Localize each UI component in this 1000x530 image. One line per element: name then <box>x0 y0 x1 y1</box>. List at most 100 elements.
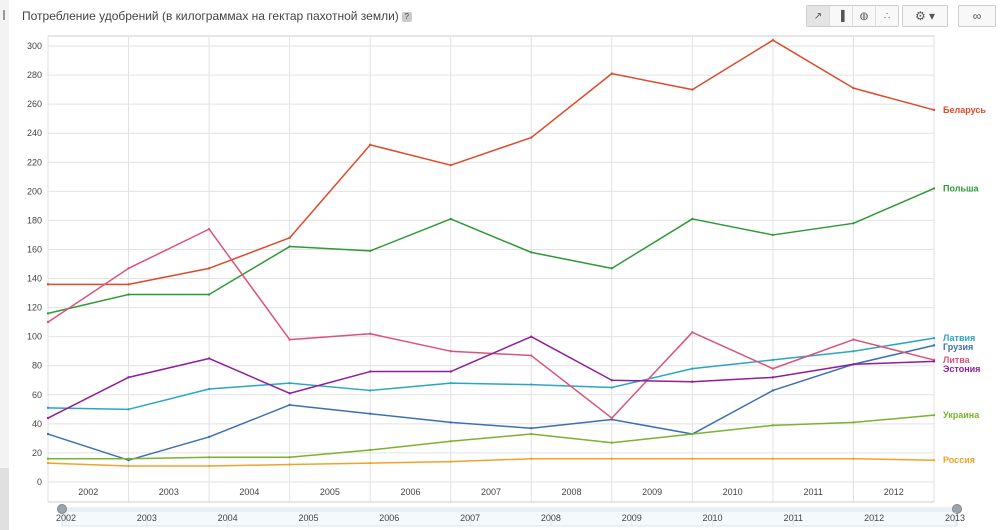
map-button[interactable]: ◍ <box>853 6 876 26</box>
data-point <box>530 335 533 338</box>
y-tick-label: 120 <box>27 303 42 313</box>
x-tick-label: 2005 <box>320 487 340 497</box>
data-point <box>207 435 211 439</box>
range-year-label: 2002 <box>56 513 76 523</box>
data-point <box>932 108 936 112</box>
data-point <box>771 233 775 237</box>
series-end-label: Грузия <box>943 342 973 352</box>
series-line <box>47 337 935 411</box>
x-tick-label: 2007 <box>481 487 501 497</box>
data-point <box>127 464 130 468</box>
strip-scrollbar[interactable] <box>0 468 9 530</box>
bar-chart-icon: ▐ <box>837 10 845 22</box>
settings-button[interactable]: ⚙ ▾ <box>902 5 948 27</box>
data-point <box>610 416 614 420</box>
range-year-label: 2012 <box>864 513 884 523</box>
range-slider-right-handle[interactable] <box>952 504 962 514</box>
help-icon[interactable]: ? <box>401 11 412 22</box>
y-tick-label: 100 <box>27 332 42 342</box>
data-point <box>46 416 50 420</box>
data-point <box>449 163 452 167</box>
series-end-label: Эстония <box>943 364 980 374</box>
data-point <box>207 357 211 360</box>
plot-area <box>47 35 935 483</box>
data-point <box>368 249 372 253</box>
data-point <box>691 380 694 383</box>
data-point <box>288 245 291 248</box>
series-end-label: Литва <box>943 355 971 365</box>
scatter-icon: ∴ <box>883 10 891 22</box>
range-year-label: 2008 <box>541 513 561 523</box>
data-point <box>207 267 211 270</box>
data-point <box>368 332 372 335</box>
data-point <box>127 457 130 460</box>
data-point <box>46 432 50 436</box>
data-point <box>368 461 372 465</box>
data-point <box>771 389 775 392</box>
data-point <box>610 379 614 382</box>
data-point <box>852 350 855 353</box>
data-point <box>449 350 452 353</box>
data-point <box>288 381 291 385</box>
data-point <box>610 72 614 75</box>
data-point <box>771 367 775 370</box>
range-slider-highlight <box>62 508 957 512</box>
y-tick-label: 220 <box>27 157 42 167</box>
data-point <box>368 370 372 373</box>
series-end-label: Польша <box>943 183 979 193</box>
x-tick-label: 2004 <box>239 487 259 497</box>
data-point <box>288 403 291 407</box>
scatter-button[interactable]: ∴ <box>876 6 898 26</box>
data-point <box>691 457 694 460</box>
data-point <box>127 293 130 296</box>
data-point <box>449 421 452 424</box>
series-line <box>47 457 935 467</box>
data-point <box>691 367 694 370</box>
data-point <box>530 383 533 386</box>
y-tick-label: 60 <box>32 390 42 400</box>
data-point <box>530 251 533 254</box>
y-tick-label: 300 <box>27 41 42 51</box>
bar-chart-button[interactable]: ▐ <box>830 6 853 26</box>
range-year-label: 2003 <box>137 513 157 523</box>
range-slider-left-handle[interactable] <box>57 504 67 514</box>
data-point <box>932 344 936 347</box>
data-point <box>691 217 694 221</box>
series-line <box>47 187 935 315</box>
data-point <box>46 461 50 465</box>
data-point <box>288 338 291 341</box>
link-icon: ∞ <box>972 9 982 23</box>
chart-title: Потребление удобрений (в килограммах на … <box>22 9 412 23</box>
data-point <box>207 387 211 391</box>
chart-type-toolbar: ↗ ▐ ◍ ∴ <box>806 5 899 27</box>
link-button[interactable]: ∞ <box>958 5 996 27</box>
data-point <box>449 381 452 385</box>
data-point <box>530 457 533 460</box>
series-end-label: Беларусь <box>943 105 986 115</box>
data-point <box>610 441 614 444</box>
data-point <box>852 338 855 341</box>
x-tick-label: 2006 <box>400 487 420 497</box>
x-tick-label: 2003 <box>159 487 179 497</box>
data-point <box>691 88 694 91</box>
data-point <box>932 459 936 462</box>
x-tick-label: 2002 <box>78 487 98 497</box>
data-point <box>46 312 50 315</box>
data-point <box>288 236 291 240</box>
data-point <box>368 143 372 147</box>
gear-icon: ⚙ ▾ <box>914 9 936 23</box>
data-point <box>449 440 452 443</box>
series-line <box>47 335 935 419</box>
range-year-label: 2009 <box>622 513 642 523</box>
data-point <box>530 427 533 430</box>
chart-title-text: Потребление удобрений (в килограммах на … <box>22 9 399 23</box>
y-tick-label: 80 <box>32 361 42 371</box>
data-point <box>852 421 855 424</box>
data-point <box>691 331 694 334</box>
x-tick-label: 2012 <box>884 487 904 497</box>
line-chart-button[interactable]: ↗ <box>807 6 830 26</box>
data-point <box>771 38 775 42</box>
data-point <box>46 457 50 460</box>
range-year-label: 2004 <box>218 513 238 523</box>
